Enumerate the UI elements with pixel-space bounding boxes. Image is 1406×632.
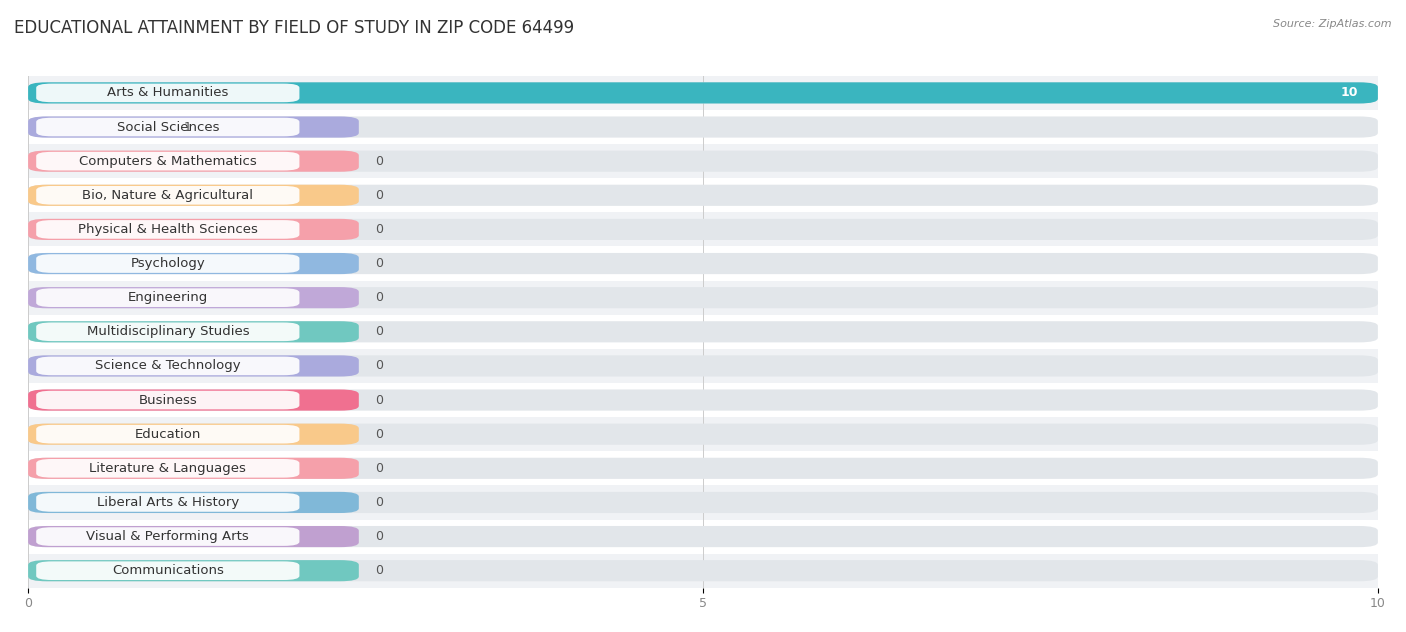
Text: 0: 0 xyxy=(375,360,382,372)
FancyBboxPatch shape xyxy=(28,355,1378,377)
FancyBboxPatch shape xyxy=(37,356,299,375)
FancyBboxPatch shape xyxy=(37,561,299,580)
FancyBboxPatch shape xyxy=(28,185,1378,206)
Bar xyxy=(28,281,1378,315)
FancyBboxPatch shape xyxy=(28,150,1378,172)
FancyBboxPatch shape xyxy=(28,458,359,479)
FancyBboxPatch shape xyxy=(28,150,359,172)
Text: Literature & Languages: Literature & Languages xyxy=(90,462,246,475)
FancyBboxPatch shape xyxy=(37,152,299,171)
Text: Source: ZipAtlas.com: Source: ZipAtlas.com xyxy=(1274,19,1392,29)
FancyBboxPatch shape xyxy=(37,391,299,410)
FancyBboxPatch shape xyxy=(28,219,359,240)
FancyBboxPatch shape xyxy=(28,82,1378,104)
Bar xyxy=(28,417,1378,451)
FancyBboxPatch shape xyxy=(37,288,299,307)
FancyBboxPatch shape xyxy=(37,459,299,478)
FancyBboxPatch shape xyxy=(37,493,299,512)
Bar xyxy=(28,178,1378,212)
FancyBboxPatch shape xyxy=(28,526,1378,547)
Text: Communications: Communications xyxy=(112,564,224,577)
Bar xyxy=(28,485,1378,520)
Text: Engineering: Engineering xyxy=(128,291,208,304)
Text: 0: 0 xyxy=(375,530,382,543)
FancyBboxPatch shape xyxy=(28,116,1378,138)
FancyBboxPatch shape xyxy=(28,560,1378,581)
Text: 1: 1 xyxy=(183,121,191,133)
Text: 0: 0 xyxy=(375,189,382,202)
Text: Liberal Arts & History: Liberal Arts & History xyxy=(97,496,239,509)
Text: Bio, Nature & Agricultural: Bio, Nature & Agricultural xyxy=(83,189,253,202)
FancyBboxPatch shape xyxy=(28,355,359,377)
Bar xyxy=(28,212,1378,246)
FancyBboxPatch shape xyxy=(28,423,1378,445)
Text: Psychology: Psychology xyxy=(131,257,205,270)
Text: 0: 0 xyxy=(375,462,382,475)
FancyBboxPatch shape xyxy=(28,492,1378,513)
Bar xyxy=(28,520,1378,554)
Text: Physical & Health Sciences: Physical & Health Sciences xyxy=(77,223,257,236)
Text: 10: 10 xyxy=(1340,87,1358,99)
Bar xyxy=(28,349,1378,383)
Bar xyxy=(28,451,1378,485)
FancyBboxPatch shape xyxy=(28,287,359,308)
FancyBboxPatch shape xyxy=(37,220,299,239)
FancyBboxPatch shape xyxy=(28,287,1378,308)
FancyBboxPatch shape xyxy=(28,423,359,445)
FancyBboxPatch shape xyxy=(28,253,1378,274)
Text: Arts & Humanities: Arts & Humanities xyxy=(107,87,229,99)
FancyBboxPatch shape xyxy=(37,322,299,341)
Text: Social Sciences: Social Sciences xyxy=(117,121,219,133)
FancyBboxPatch shape xyxy=(28,492,359,513)
Text: 0: 0 xyxy=(375,223,382,236)
Text: Computers & Mathematics: Computers & Mathematics xyxy=(79,155,257,167)
Bar xyxy=(28,246,1378,281)
FancyBboxPatch shape xyxy=(37,118,299,137)
FancyBboxPatch shape xyxy=(28,389,1378,411)
Text: 0: 0 xyxy=(375,291,382,304)
FancyBboxPatch shape xyxy=(37,527,299,546)
FancyBboxPatch shape xyxy=(28,458,1378,479)
FancyBboxPatch shape xyxy=(28,116,359,138)
FancyBboxPatch shape xyxy=(37,425,299,444)
FancyBboxPatch shape xyxy=(28,82,1378,104)
Text: EDUCATIONAL ATTAINMENT BY FIELD OF STUDY IN ZIP CODE 64499: EDUCATIONAL ATTAINMENT BY FIELD OF STUDY… xyxy=(14,19,574,37)
FancyBboxPatch shape xyxy=(37,254,299,273)
Text: 0: 0 xyxy=(375,496,382,509)
Text: 0: 0 xyxy=(375,564,382,577)
FancyBboxPatch shape xyxy=(28,321,359,343)
FancyBboxPatch shape xyxy=(37,83,299,102)
Bar xyxy=(28,383,1378,417)
Bar xyxy=(28,144,1378,178)
Text: Education: Education xyxy=(135,428,201,441)
FancyBboxPatch shape xyxy=(28,526,359,547)
FancyBboxPatch shape xyxy=(28,253,359,274)
Bar xyxy=(28,315,1378,349)
FancyBboxPatch shape xyxy=(37,186,299,205)
Text: 0: 0 xyxy=(375,394,382,406)
Text: Science & Technology: Science & Technology xyxy=(96,360,240,372)
FancyBboxPatch shape xyxy=(28,185,359,206)
Text: Multidisciplinary Studies: Multidisciplinary Studies xyxy=(87,325,249,338)
Bar xyxy=(28,110,1378,144)
FancyBboxPatch shape xyxy=(28,321,1378,343)
Text: Business: Business xyxy=(138,394,197,406)
Bar xyxy=(28,76,1378,110)
Bar xyxy=(28,554,1378,588)
FancyBboxPatch shape xyxy=(28,219,1378,240)
FancyBboxPatch shape xyxy=(28,389,359,411)
Text: 0: 0 xyxy=(375,428,382,441)
Text: Visual & Performing Arts: Visual & Performing Arts xyxy=(86,530,249,543)
Text: 0: 0 xyxy=(375,257,382,270)
Text: 0: 0 xyxy=(375,325,382,338)
Text: 0: 0 xyxy=(375,155,382,167)
FancyBboxPatch shape xyxy=(28,560,359,581)
